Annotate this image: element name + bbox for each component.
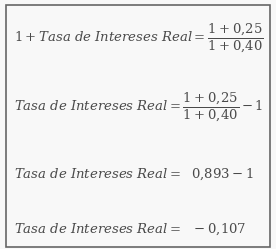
Text: $1 + Tasa\ de\ Intereses\ Real = \dfrac{1 + 0{,}25}{1 + 0{,}40}$: $1 + Tasa\ de\ Intereses\ Real = \dfrac{… (14, 21, 263, 54)
Text: $Tasa\ de\ Intereses\ Real = \dfrac{1 + 0{,}25}{1 + 0{,}40} - 1$: $Tasa\ de\ Intereses\ Real = \dfrac{1 + … (14, 91, 263, 123)
FancyBboxPatch shape (6, 5, 270, 247)
Text: $Tasa\ de\ Intereses\ Real =\ \ -0{,}107$: $Tasa\ de\ Intereses\ Real =\ \ -0{,}107… (14, 221, 246, 237)
Text: $Tasa\ de\ Intereses\ Real =\ \ 0{,}893 - 1$: $Tasa\ de\ Intereses\ Real =\ \ 0{,}893 … (14, 167, 254, 182)
